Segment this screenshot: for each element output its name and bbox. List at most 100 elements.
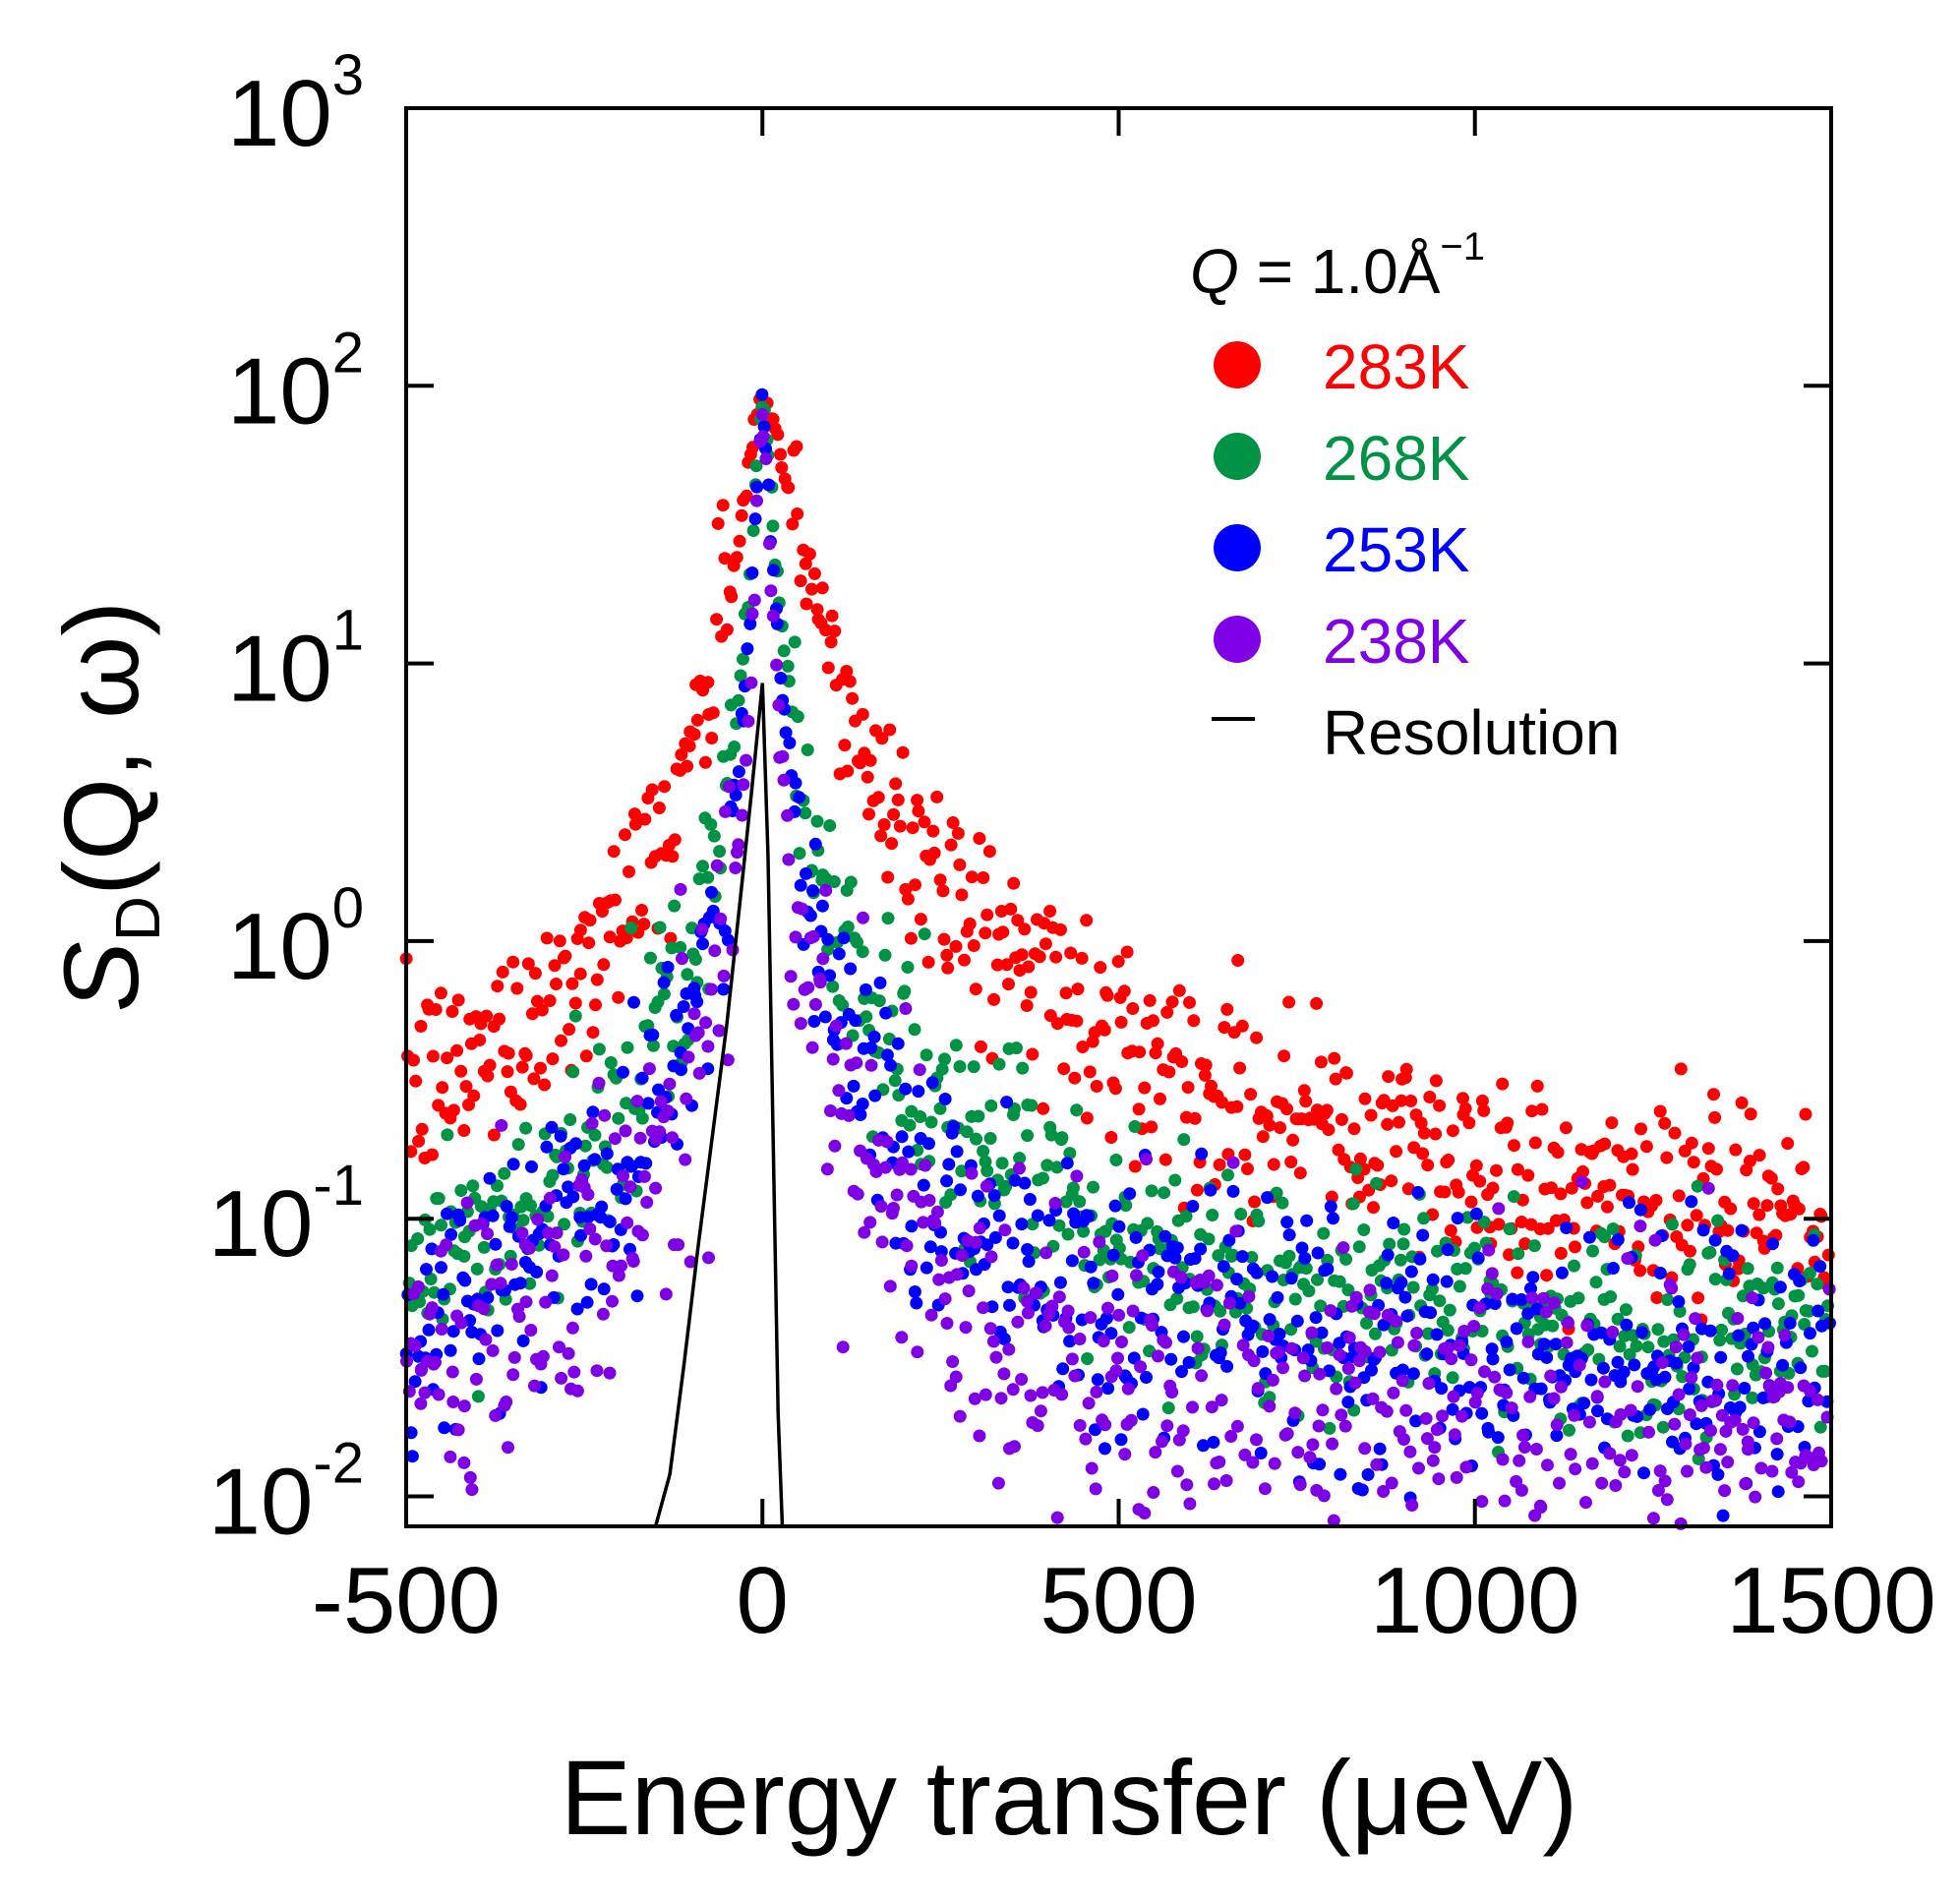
data-point <box>624 1180 637 1194</box>
data-point <box>1469 1159 1483 1172</box>
data-point <box>1528 1136 1542 1150</box>
data-point <box>460 1196 474 1210</box>
data-point <box>507 1350 521 1364</box>
data-point <box>1084 1311 1098 1325</box>
data-point <box>1606 1222 1620 1235</box>
data-point <box>954 1183 967 1197</box>
data-point <box>1291 1446 1305 1459</box>
data-point <box>1037 1101 1050 1115</box>
data-point <box>1130 1269 1143 1282</box>
data-point <box>1539 1305 1553 1319</box>
data-point <box>1709 1394 1722 1407</box>
data-point <box>982 845 996 859</box>
data-point <box>1598 1375 1612 1389</box>
data-point <box>864 1041 878 1054</box>
data-point <box>486 1209 500 1222</box>
data-point <box>1213 1456 1226 1468</box>
data-point <box>1455 1409 1469 1423</box>
data-point <box>565 977 579 990</box>
data-point <box>1158 1229 1172 1243</box>
data-point <box>1234 1208 1248 1220</box>
data-point <box>1690 1209 1703 1222</box>
data-point <box>500 1396 513 1408</box>
data-point <box>1503 1363 1516 1377</box>
data-point <box>1733 1400 1747 1414</box>
data-point <box>1620 1318 1633 1332</box>
data-point <box>1530 1079 1544 1093</box>
data-point <box>1179 1210 1193 1223</box>
data-point <box>1598 1230 1611 1244</box>
data-point <box>776 749 790 763</box>
data-point <box>1358 1092 1372 1105</box>
data-point <box>573 923 587 937</box>
data-point <box>682 1050 695 1064</box>
data-point <box>1280 1427 1294 1441</box>
data-point <box>1660 1493 1674 1507</box>
data-point <box>858 1225 871 1239</box>
data-point <box>1763 1380 1776 1394</box>
data-point <box>1023 1193 1037 1206</box>
data-point <box>1668 1417 1682 1431</box>
data-point <box>1783 1316 1797 1330</box>
data-point <box>1182 1355 1196 1369</box>
data-point <box>612 1111 625 1125</box>
data-point <box>1529 1443 1543 1456</box>
data-point <box>1711 1214 1725 1227</box>
data-point <box>1140 1153 1153 1166</box>
data-point <box>1457 1325 1471 1338</box>
data-point <box>1713 1443 1727 1457</box>
legend-marker <box>1214 433 1261 480</box>
data-point <box>1333 1275 1346 1288</box>
data-point <box>969 982 982 996</box>
data-point <box>874 829 888 843</box>
data-point <box>1746 1291 1759 1305</box>
data-point <box>1685 1136 1698 1150</box>
data-point <box>1550 1418 1564 1432</box>
data-point <box>1109 1364 1123 1378</box>
data-point <box>938 1052 951 1066</box>
data-point <box>928 1217 942 1230</box>
data-point <box>679 1153 692 1166</box>
data-point <box>980 1164 994 1177</box>
data-point <box>1013 1152 1027 1165</box>
data-point <box>1087 1277 1100 1290</box>
data-point <box>1783 1415 1797 1429</box>
data-point <box>1649 1194 1663 1207</box>
data-point <box>1582 1415 1596 1429</box>
data-point <box>1445 1352 1458 1366</box>
data-point <box>1811 1393 1824 1406</box>
data-point <box>1425 1282 1439 1296</box>
data-point <box>637 918 651 931</box>
data-point <box>960 1125 974 1139</box>
data-point <box>1313 1367 1327 1381</box>
data-point <box>704 817 718 831</box>
data-point <box>1650 1291 1664 1304</box>
data-point <box>588 1153 602 1166</box>
data-point <box>1082 1397 1096 1410</box>
data-point <box>487 1128 501 1142</box>
data-point <box>470 1262 484 1276</box>
data-point <box>938 1292 952 1306</box>
data-point <box>1492 1202 1506 1216</box>
data-point <box>1233 1296 1247 1310</box>
data-point <box>1152 1349 1164 1363</box>
data-point <box>1297 1084 1311 1098</box>
data-point <box>1063 1147 1077 1160</box>
data-point <box>1486 1181 1500 1195</box>
data-point <box>1534 1382 1548 1396</box>
data-point <box>1063 1335 1077 1348</box>
data-point <box>777 773 791 787</box>
data-point <box>672 1238 685 1252</box>
data-point <box>1744 1107 1757 1121</box>
data-point <box>896 745 910 759</box>
data-point <box>675 1063 687 1077</box>
y-tick-label: 102 <box>227 321 364 444</box>
data-point <box>1128 1120 1142 1133</box>
data-point <box>1262 1329 1276 1342</box>
data-point <box>926 824 940 838</box>
data-point <box>1756 1391 1770 1404</box>
data-point <box>777 644 791 658</box>
data-point <box>1093 1235 1106 1249</box>
data-point <box>619 828 631 842</box>
data-point <box>1687 1361 1700 1375</box>
